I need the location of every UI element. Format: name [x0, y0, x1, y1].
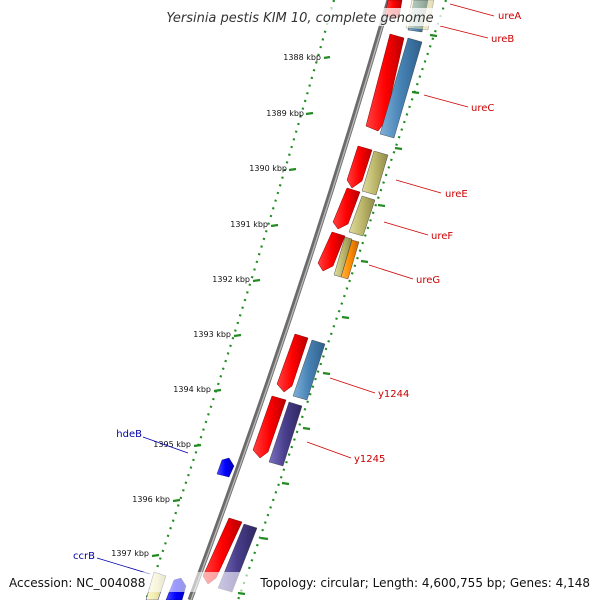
- outer-tick-arc: [146, 0, 334, 600]
- gene-label-ureF: ureF: [431, 231, 453, 242]
- inner-tick-arc: [238, 0, 446, 600]
- feature-track: [218, 0, 434, 592]
- gene-label-ureG: ureG: [416, 275, 440, 286]
- genome-backbone: [190, 0, 389, 600]
- gene-label-ureA: ureA: [498, 11, 521, 22]
- topology-text: Topology: circular; Length: 4,600,755 bp…: [259, 576, 590, 590]
- label-leaders: [97, 4, 494, 574]
- tick-label: 1394 kbp: [173, 385, 211, 394]
- gene-label-hdeB: hdeB: [116, 429, 142, 440]
- gene-label-ureC: ureC: [471, 103, 494, 114]
- accession-text: Accession: NC_004088: [9, 576, 145, 590]
- map-title: Yersinia pestis KIM 10, complete genome: [166, 11, 433, 26]
- inner-major-ticks: [238, 35, 437, 594]
- tick-label: 1389 kbp: [266, 109, 304, 118]
- tick-label: 1392 kbp: [212, 275, 250, 284]
- gene-labels: ureA ureB ureC ureE ureF ureG y1244 y124…: [73, 11, 521, 562]
- gene-label-ccrB: ccrB: [73, 551, 95, 562]
- tick-label: 1396 kbp: [132, 495, 170, 504]
- tick-labels: 1388 kbp 1389 kbp 1390 kbp 1391 kbp 1392…: [111, 53, 321, 558]
- outer-major-ticks: [152, 57, 330, 556]
- tick-label: 1393 kbp: [193, 330, 231, 339]
- gene-label-ureE: ureE: [445, 189, 468, 200]
- gene-label-y1244: y1244: [378, 389, 409, 400]
- gene-label-ureB: ureB: [491, 34, 514, 45]
- tick-label: 1391 kbp: [230, 220, 268, 229]
- tick-label: 1390 kbp: [249, 164, 287, 173]
- tick-label: 1397 kbp: [111, 549, 149, 558]
- gene-label-y1245: y1245: [354, 454, 385, 465]
- tick-label: 1388 kbp: [283, 53, 321, 62]
- hdeB-feature: [217, 458, 234, 477]
- cds-track: [203, 0, 404, 584]
